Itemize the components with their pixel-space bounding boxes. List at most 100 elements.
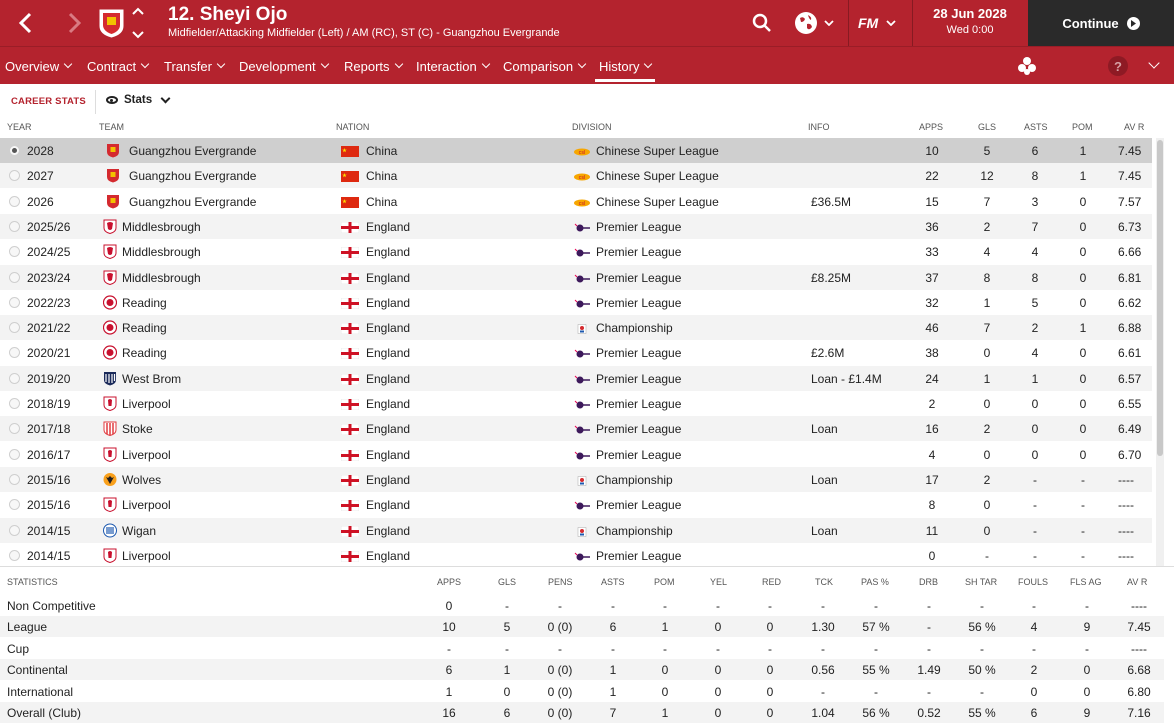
player-up-down-switcher[interactable] xyxy=(131,7,145,39)
row-division[interactable]: Premier League xyxy=(596,397,682,411)
stat-col-tck[interactable]: TCK xyxy=(815,577,833,587)
row-division[interactable]: Premier League xyxy=(596,498,682,513)
stat-col-red[interactable]: RED xyxy=(762,577,782,587)
row-team[interactable]: Guangzhou Evergrande xyxy=(129,194,257,209)
row-team[interactable]: Stoke xyxy=(122,422,153,437)
club-crest-icon[interactable] xyxy=(98,8,125,38)
row-team[interactable]: Liverpool xyxy=(122,447,171,462)
row-nation[interactable]: England xyxy=(366,321,411,336)
chevron-up-icon[interactable] xyxy=(132,7,144,15)
row-radio[interactable] xyxy=(9,448,20,460)
row-nation[interactable]: China xyxy=(366,169,398,184)
row-nation[interactable]: England xyxy=(366,219,411,234)
career-row[interactable]: 2014/15 Wigan England Championship Loan 11 0- -… xyxy=(0,517,1152,543)
westbrom-crest-icon[interactable] xyxy=(103,371,117,386)
col-division[interactable]: DIVISION xyxy=(572,122,612,132)
row-division[interactable]: Premier League xyxy=(596,270,682,285)
guangzhou-crest-icon[interactable] xyxy=(106,194,120,209)
menu-comparison[interactable]: Comparison xyxy=(503,47,587,85)
row-nation[interactable]: England xyxy=(366,295,411,310)
row-nation[interactable]: England xyxy=(366,447,411,462)
row-division[interactable]: Championship xyxy=(596,472,673,487)
row-radio[interactable] xyxy=(9,423,20,435)
row-division[interactable]: Premier League xyxy=(596,245,682,260)
middlesbrough-crest-icon[interactable] xyxy=(103,244,117,260)
menu-development[interactable]: Development xyxy=(239,47,329,85)
row-division[interactable]: Chinese Super League xyxy=(596,194,719,209)
col-pom[interactable]: POM xyxy=(1072,122,1093,132)
stat-col-fouls[interactable]: FOULS xyxy=(1018,577,1049,587)
row-radio[interactable] xyxy=(9,220,20,232)
career-scrollbar-thumb[interactable] xyxy=(1157,140,1163,456)
career-row[interactable]: 2019/20 West Brom England Premier League Loa… xyxy=(0,365,1152,391)
row-radio[interactable] xyxy=(9,145,20,156)
stat-col-pom[interactable]: POM xyxy=(654,577,675,587)
stat-col-yel[interactable]: YEL xyxy=(710,577,728,587)
row-nation[interactable]: England xyxy=(366,548,411,563)
stat-col-flsag[interactable]: FLS AG xyxy=(1070,577,1102,587)
row-division[interactable]: Premier League xyxy=(596,422,682,437)
calendar-date[interactable]: 28 Jun 2028 Wed 0:00 xyxy=(912,0,1028,46)
career-row[interactable]: 2017/18 Stoke England Premier League Loan 16 2… xyxy=(0,416,1152,442)
menu-history[interactable]: History xyxy=(594,47,656,85)
chevron-down-icon[interactable] xyxy=(1148,57,1160,69)
row-nation[interactable]: England xyxy=(366,245,411,260)
liverpool-crest-icon[interactable] xyxy=(103,447,117,462)
row-team[interactable]: Guangzhou Evergrande xyxy=(129,169,257,184)
row-division[interactable]: Premier League xyxy=(596,219,682,234)
row-team[interactable]: Middlesbrough xyxy=(122,270,201,285)
row-nation[interactable]: England xyxy=(366,472,411,487)
menu-reports[interactable]: Reports xyxy=(344,47,403,85)
row-radio[interactable] xyxy=(9,524,20,536)
career-row[interactable]: 2028 Guangzhou Evergrande China csl Chinese … xyxy=(0,138,1152,163)
career-row[interactable]: 2014/15 Liverpool England Premier League 0- -… xyxy=(0,543,1152,566)
row-division[interactable]: Premier League xyxy=(596,371,682,386)
career-row[interactable]: 2027 Guangzhou Evergrande China csl Chinese … xyxy=(0,163,1152,189)
row-team[interactable]: Reading xyxy=(122,295,167,310)
stat-col-apps[interactable]: APPS xyxy=(437,577,462,587)
row-team[interactable]: Liverpool xyxy=(122,548,171,563)
row-radio[interactable] xyxy=(9,296,20,308)
col-year[interactable]: YEAR xyxy=(7,122,32,132)
row-nation[interactable]: England xyxy=(366,422,411,437)
stat-col-gls[interactable]: GLS xyxy=(498,577,517,587)
career-row[interactable]: 2024/25 Middlesbrough England Premier Leagu… xyxy=(0,239,1152,264)
row-division[interactable]: Premier League xyxy=(596,346,682,361)
row-team[interactable]: Reading xyxy=(122,346,167,361)
career-row[interactable]: 2022/23 Reading England Premier League 32 1 5 0… xyxy=(0,290,1152,315)
wolves-crest-icon[interactable] xyxy=(103,472,117,487)
row-nation[interactable]: England xyxy=(366,397,411,411)
row-team[interactable]: Liverpool xyxy=(122,397,171,411)
row-division[interactable]: Chinese Super League xyxy=(596,144,719,158)
career-row[interactable]: 2020/21 Reading England Premier League £2.6M… xyxy=(0,340,1152,365)
col-info[interactable]: INFO xyxy=(808,122,830,132)
row-radio[interactable] xyxy=(9,271,20,283)
menu-overview[interactable]: Overview xyxy=(5,47,73,85)
row-team[interactable]: Wigan xyxy=(122,523,157,538)
career-row[interactable]: 2016/17 Liverpool England Premier League 4 0 0… xyxy=(0,442,1152,467)
continue-button[interactable]: Continue xyxy=(1028,0,1174,46)
col-apps[interactable]: APPS xyxy=(919,122,944,132)
middlesbrough-crest-icon[interactable] xyxy=(103,270,117,285)
row-team[interactable]: West Brom xyxy=(122,371,182,386)
row-nation[interactable]: England xyxy=(366,371,411,386)
career-row[interactable]: 2025/26 Middlesbrough England Premier Leagu… xyxy=(0,213,1152,239)
row-team[interactable]: Middlesbrough xyxy=(122,245,201,260)
club-picker-icon[interactable] xyxy=(1017,56,1037,76)
chevron-down-icon[interactable] xyxy=(132,31,144,39)
stat-col-asts[interactable]: ASTS xyxy=(601,577,625,587)
stat-col-drb[interactable]: DRB xyxy=(919,577,939,587)
career-row[interactable]: 2021/22 Reading England Championship 46 7 2 1 6.… xyxy=(0,315,1152,341)
row-division[interactable]: Premier League xyxy=(596,548,682,563)
row-division[interactable]: Premier League xyxy=(596,295,682,310)
reading-crest-icon[interactable] xyxy=(102,345,118,360)
search-button[interactable] xyxy=(748,9,776,37)
row-team[interactable]: Middlesbrough xyxy=(122,219,201,234)
col-team[interactable]: TEAM xyxy=(99,122,125,132)
row-nation[interactable]: England xyxy=(366,523,411,538)
world-menu-button[interactable] xyxy=(794,9,842,37)
tab-career-stats[interactable]: CAREER STATS xyxy=(11,96,86,107)
row-radio[interactable] xyxy=(9,473,20,485)
row-radio[interactable] xyxy=(9,347,20,359)
career-row[interactable]: 2026 Guangzhou Evergrande China csl Chinese … xyxy=(0,189,1152,214)
